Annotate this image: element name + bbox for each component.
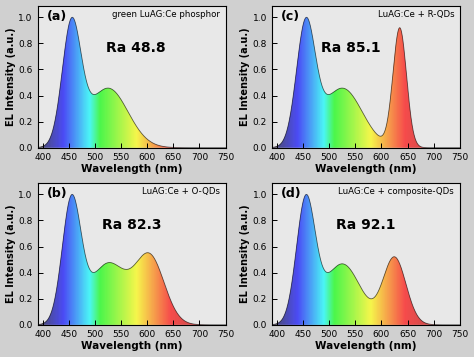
Y-axis label: EL Intensity (a.u.): EL Intensity (a.u.) — [240, 27, 250, 126]
Text: LuAG:Ce + composite-QDs: LuAG:Ce + composite-QDs — [338, 187, 454, 196]
X-axis label: Wavelength (nm): Wavelength (nm) — [81, 164, 182, 174]
Text: (c): (c) — [281, 10, 301, 23]
Text: Ra 85.1: Ra 85.1 — [321, 41, 381, 55]
Text: LuAG:Ce + O-QDs: LuAG:Ce + O-QDs — [142, 187, 220, 196]
Text: Ra 92.1: Ra 92.1 — [336, 218, 396, 232]
Y-axis label: EL Intensity (a.u.): EL Intensity (a.u.) — [6, 205, 16, 303]
Text: (a): (a) — [47, 10, 67, 23]
X-axis label: Wavelength (nm): Wavelength (nm) — [81, 341, 182, 351]
Text: green LuAG:Ce phosphor: green LuAG:Ce phosphor — [112, 10, 220, 19]
Text: (d): (d) — [281, 187, 302, 200]
Text: Ra 82.3: Ra 82.3 — [102, 218, 161, 232]
Text: LuAG:Ce + R-QDs: LuAG:Ce + R-QDs — [378, 10, 454, 19]
Y-axis label: EL Intensity (a.u.): EL Intensity (a.u.) — [240, 205, 250, 303]
X-axis label: Wavelength (nm): Wavelength (nm) — [315, 164, 417, 174]
Text: Ra 48.8: Ra 48.8 — [106, 41, 165, 55]
X-axis label: Wavelength (nm): Wavelength (nm) — [315, 341, 417, 351]
Y-axis label: EL Intensity (a.u.): EL Intensity (a.u.) — [6, 27, 16, 126]
Text: (b): (b) — [47, 187, 68, 200]
